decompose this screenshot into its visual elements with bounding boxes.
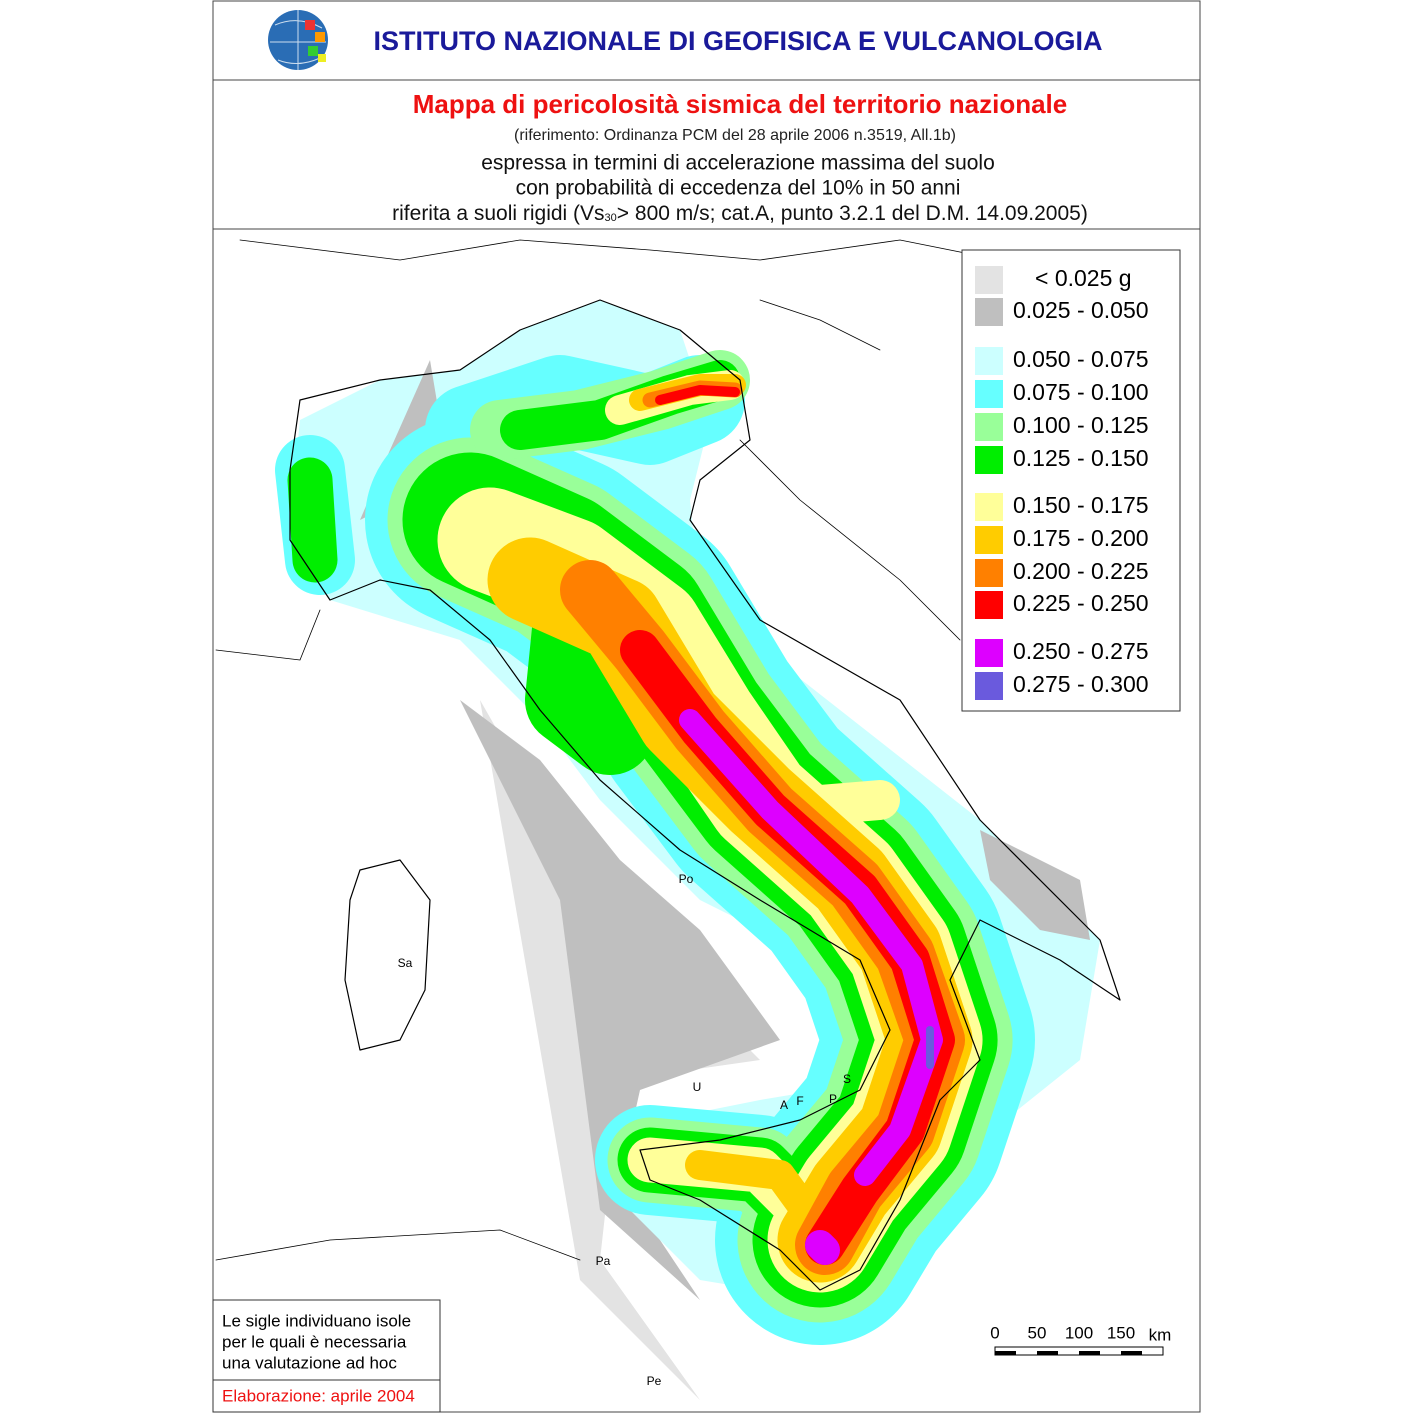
legend-swatch <box>975 639 1003 667</box>
legend-label: 0.075 - 0.100 <box>1013 379 1149 405</box>
scale-label: 50 <box>1028 1323 1047 1342</box>
subtitle-part: > 800 m/s; cat.A, punto 3.2.1 del D.M. 1… <box>617 202 1088 225</box>
island-label: A <box>780 1098 788 1112</box>
island-label: S <box>843 1072 851 1086</box>
note-line: Le sigle individuano isole <box>222 1311 411 1330</box>
legend-swatch <box>975 591 1003 619</box>
scale-unit: km <box>1149 1325 1172 1344</box>
island-label: U <box>693 1080 702 1094</box>
legend-label: 0.275 - 0.300 <box>1013 671 1149 697</box>
legend-label: 0.100 - 0.125 <box>1013 412 1149 438</box>
note-line: per le quali è necessaria <box>222 1332 407 1351</box>
map-title: Mappa di pericolosità sismica del territ… <box>413 89 1068 119</box>
subtitle-line: con probabilità di eccedenza del 10% in … <box>516 177 961 200</box>
legend-label: 0.050 - 0.075 <box>1013 346 1149 372</box>
legend-swatch <box>975 672 1003 700</box>
legend-swatch <box>975 298 1003 326</box>
subtitle-part: riferita a suoli rigidi (Vs <box>392 202 604 225</box>
legend-label: 0.025 - 0.050 <box>1013 297 1149 323</box>
legend-label: 0.175 - 0.200 <box>1013 525 1149 551</box>
legend-swatch <box>975 446 1003 474</box>
header-title: ISTITUTO NAZIONALE DI GEOFISICA E VULCAN… <box>373 26 1102 56</box>
legend-label: 0.125 - 0.150 <box>1013 445 1149 471</box>
logo <box>268 10 328 70</box>
reference: (riferimento: Ordinanza PCM del 28 april… <box>514 127 956 144</box>
note: Le sigle individuano isole per le quali è… <box>212 1299 441 1413</box>
legend-swatch <box>975 526 1003 554</box>
hazard-map <box>215 239 1121 1400</box>
legend-swatch <box>975 380 1003 408</box>
legend-label: < 0.025 g <box>1035 265 1132 291</box>
island-label: Pa <box>596 1254 611 1268</box>
legend-swatch <box>975 347 1003 375</box>
island-label: Sa <box>398 956 413 970</box>
legend: < 0.025 g 0.025 - 0.050 0.050 - 0.075 0.075… <box>961 249 1181 712</box>
subtitle-line: espressa in termini di accelerazione mas… <box>481 152 995 175</box>
legend-swatch <box>975 493 1003 521</box>
legend-label: 0.225 - 0.250 <box>1013 590 1149 616</box>
legend-swatch <box>975 266 1003 294</box>
scale-label: 150 <box>1107 1323 1135 1342</box>
legend-label: 0.200 - 0.225 <box>1013 558 1149 584</box>
note-date: Elaborazione: aprile 2004 <box>222 1386 415 1405</box>
legend-label: 0.250 - 0.275 <box>1013 638 1149 664</box>
legend-label: 0.150 - 0.175 <box>1013 492 1149 518</box>
island-label: Po <box>679 872 694 886</box>
legend-swatch <box>975 413 1003 441</box>
island-label: Pe <box>647 1374 662 1388</box>
island-label: F <box>796 1094 803 1108</box>
subtitle-sub: 30 <box>605 212 617 224</box>
scale-label: 100 <box>1065 1323 1093 1342</box>
note-line: una valutazione ad hoc <box>222 1353 397 1372</box>
legend-swatch <box>975 559 1003 587</box>
scale-label: 0 <box>990 1323 999 1342</box>
scale-bar: 0 50 100 150 km <box>990 1323 1172 1356</box>
island-label: P <box>829 1092 837 1106</box>
subtitle-line: riferita a suoli rigidi (Vs30> 800 m/s; … <box>392 202 1088 225</box>
